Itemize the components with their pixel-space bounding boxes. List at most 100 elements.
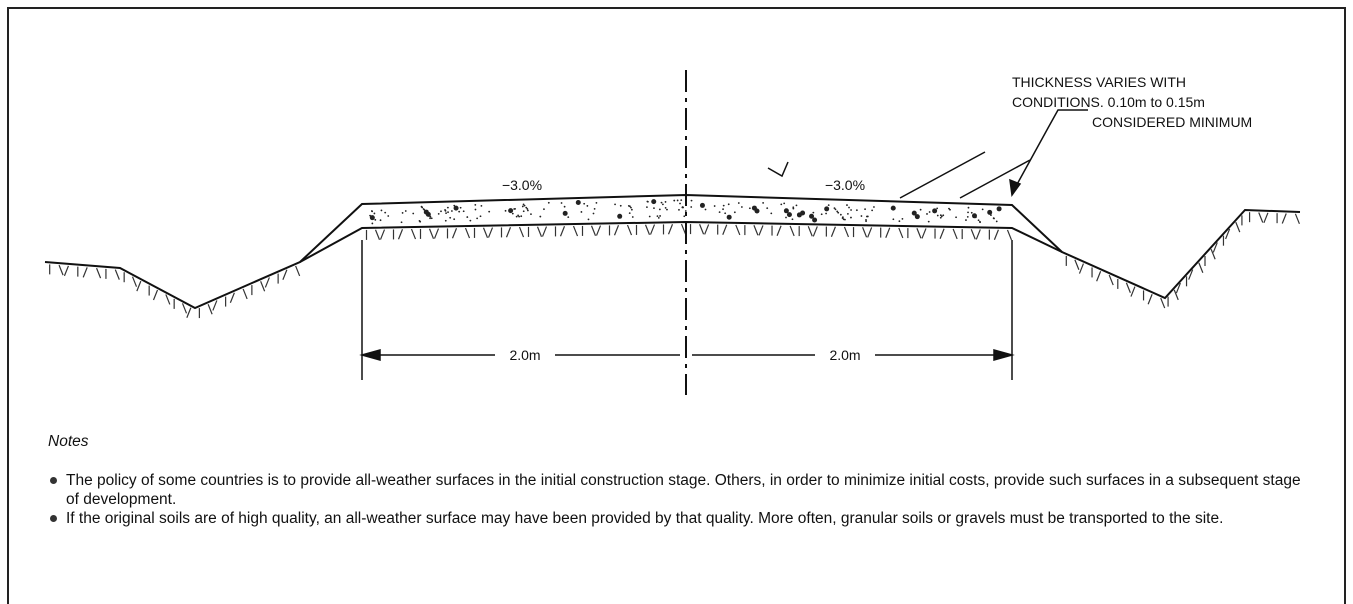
hatch-stroke [96,267,102,279]
gravel-dot [575,199,581,205]
frame [7,7,1346,604]
gravel-dot [955,216,957,219]
gravel-dot [631,216,634,218]
hatch-stroke [595,225,602,236]
callout-text: THICKNESS VARIES WITH [1012,74,1186,90]
callout-lines [767,109,1088,199]
gravel-dot [901,217,904,220]
gravel-dot [560,202,563,204]
gravel-dot [646,200,649,203]
gravel-dot [430,217,433,220]
gravel-dot [898,220,901,223]
gravel-dot [718,211,721,214]
gravel-dot [873,206,875,208]
gravel-dot [673,199,676,202]
gravel-dot [850,209,852,211]
hatch-stroke [1175,282,1181,294]
gravel-dot [970,211,973,214]
gravel-dot [678,208,680,211]
hatch-stroke [410,228,417,240]
gravel-dot [628,212,631,215]
gravel-dot [981,208,984,211]
gravel-dot [836,210,839,213]
gravel-dot [520,215,523,218]
gravel-dot [766,207,769,210]
hatch-stroke [186,307,192,319]
gravel-dot [860,215,863,217]
gravel-dot [820,213,823,216]
gravel-dot [453,205,459,211]
gravel-dot [865,215,868,218]
gravel-dot [942,214,945,217]
gravel-dot [722,204,725,207]
gravel-dot [530,213,532,216]
gravel-dot [476,217,479,220]
gravel-dot [437,212,440,215]
gravel-dot [737,202,740,204]
gravel-dot [513,208,516,210]
gravel-dot [680,199,683,202]
hatch-stroke [1235,221,1241,233]
gravel-dot [404,210,407,212]
gravel-dot [469,219,472,222]
gravel-dot [704,208,707,211]
gravel-dot [660,201,663,204]
hatch-stroke [680,223,687,235]
hatch-stroke [242,288,248,300]
gravel-dot [658,208,661,211]
hatch-stroke [939,228,945,239]
gravel-dot [785,216,787,219]
gravel-dot [733,211,736,214]
gravel-dot [936,207,939,210]
hatch-stroke [699,224,705,235]
hatch-stroke [758,225,764,236]
gravel-dot [740,206,743,208]
hatch-stroke [451,228,458,239]
gravel-dot [517,214,519,217]
note-item: If the original soils are of high qualit… [50,509,1308,528]
gravel-dot [892,207,894,210]
gravel-dot [630,206,632,209]
hatch-stroke [1258,212,1264,223]
gravel-dot [974,216,977,219]
gravel-dot [684,210,687,212]
hatch-stroke [1281,213,1287,224]
gravel-dot [488,210,491,213]
hatch-stroke [1263,212,1269,224]
gravel-dot [987,209,993,215]
gravel-dot [449,216,452,219]
gravel-dot [690,199,693,202]
hatch-stroke [1006,229,1013,241]
gravel-dot [979,220,981,223]
hatch-stroke [722,224,728,235]
gravel-dot [595,201,598,204]
hatch-stroke [559,226,566,237]
gravel-dot [748,207,751,210]
dimension-label: 2.0m [509,347,540,363]
gravel-dot [379,219,382,222]
gravel-dot [800,210,806,216]
gravel-dot [993,217,995,220]
gravel-dot [846,212,849,215]
gravel-dot [926,213,928,215]
hatch-stroke [374,229,381,240]
hatch-stroke [295,265,301,277]
gravel-dot [965,219,967,221]
gravel-dot [809,213,815,219]
gravel-dot [619,204,622,207]
hatch-stroke [282,269,288,280]
gravel-dot [374,218,377,221]
gravel-dot [446,206,449,209]
hatch-stroke [649,224,656,235]
hatch-stroke [541,226,548,237]
note-item: The policy of some countries is to provi… [50,471,1308,509]
gravel-dot [419,220,422,223]
gravel-dot [661,203,664,206]
gravel-dot [522,210,525,213]
gravel-dot [614,203,616,206]
gravel-dot [919,208,922,211]
slope-label: −3.0% [825,177,865,193]
gravel-dot [850,216,852,219]
callout-text: CONSIDERED MINIMUM [1092,114,1252,130]
gravel-dot [762,202,765,204]
